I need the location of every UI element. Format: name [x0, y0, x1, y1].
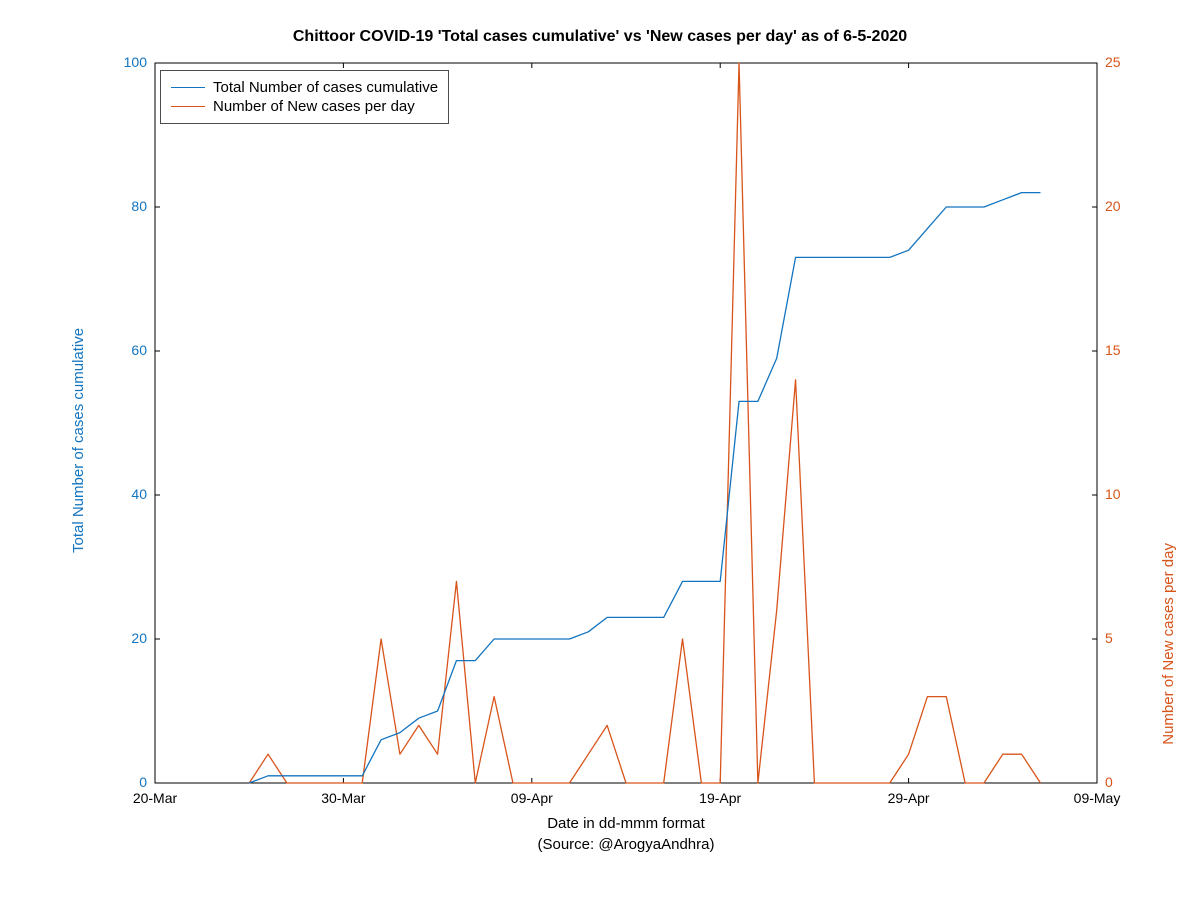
y-axis-left-label: Total Number of cases cumulative: [70, 328, 87, 553]
y-right-tick-label: 0: [1105, 774, 1113, 790]
x-tick-label: 19-Apr: [680, 790, 760, 806]
y-left-tick-label: 100: [124, 54, 147, 70]
x-tick-label: 20-Mar: [115, 790, 195, 806]
chart-container: Chittoor COVID-19 'Total cases cumulativ…: [0, 0, 1200, 898]
y-left-tick-label: 0: [139, 774, 147, 790]
x-tick-label: 30-Mar: [303, 790, 383, 806]
x-tick-label: 09-May: [1057, 790, 1137, 806]
x-tick-label: 29-Apr: [869, 790, 949, 806]
y-right-tick-label: 10: [1105, 486, 1121, 502]
legend-label: Number of New cases per day: [213, 98, 415, 115]
y-axis-right-label: Number of New cases per day: [1160, 543, 1177, 745]
legend-item: Total Number of cases cumulative: [171, 79, 438, 96]
y-right-tick-label: 25: [1105, 54, 1121, 70]
legend-item: Number of New cases per day: [171, 98, 438, 115]
legend-swatch: [171, 106, 205, 107]
legend-label: Total Number of cases cumulative: [213, 79, 438, 96]
y-right-tick-label: 5: [1105, 630, 1113, 646]
legend-swatch: [171, 87, 205, 88]
series-cumulative: [249, 193, 1040, 783]
plot-svg: [0, 0, 1200, 898]
y-left-tick-label: 60: [131, 342, 147, 358]
y-left-tick-label: 80: [131, 198, 147, 214]
x-axis-label-line2: (Source: @ArogyaAndhra): [155, 836, 1097, 853]
x-axis-label-line1: Date in dd-mmm format: [155, 815, 1097, 832]
y-right-tick-label: 20: [1105, 198, 1121, 214]
y-left-tick-label: 20: [131, 630, 147, 646]
y-right-tick-label: 15: [1105, 342, 1121, 358]
y-left-tick-label: 40: [131, 486, 147, 502]
legend: Total Number of cases cumulative Number o…: [160, 70, 449, 124]
x-tick-label: 09-Apr: [492, 790, 572, 806]
series-new-cases: [249, 63, 1040, 783]
